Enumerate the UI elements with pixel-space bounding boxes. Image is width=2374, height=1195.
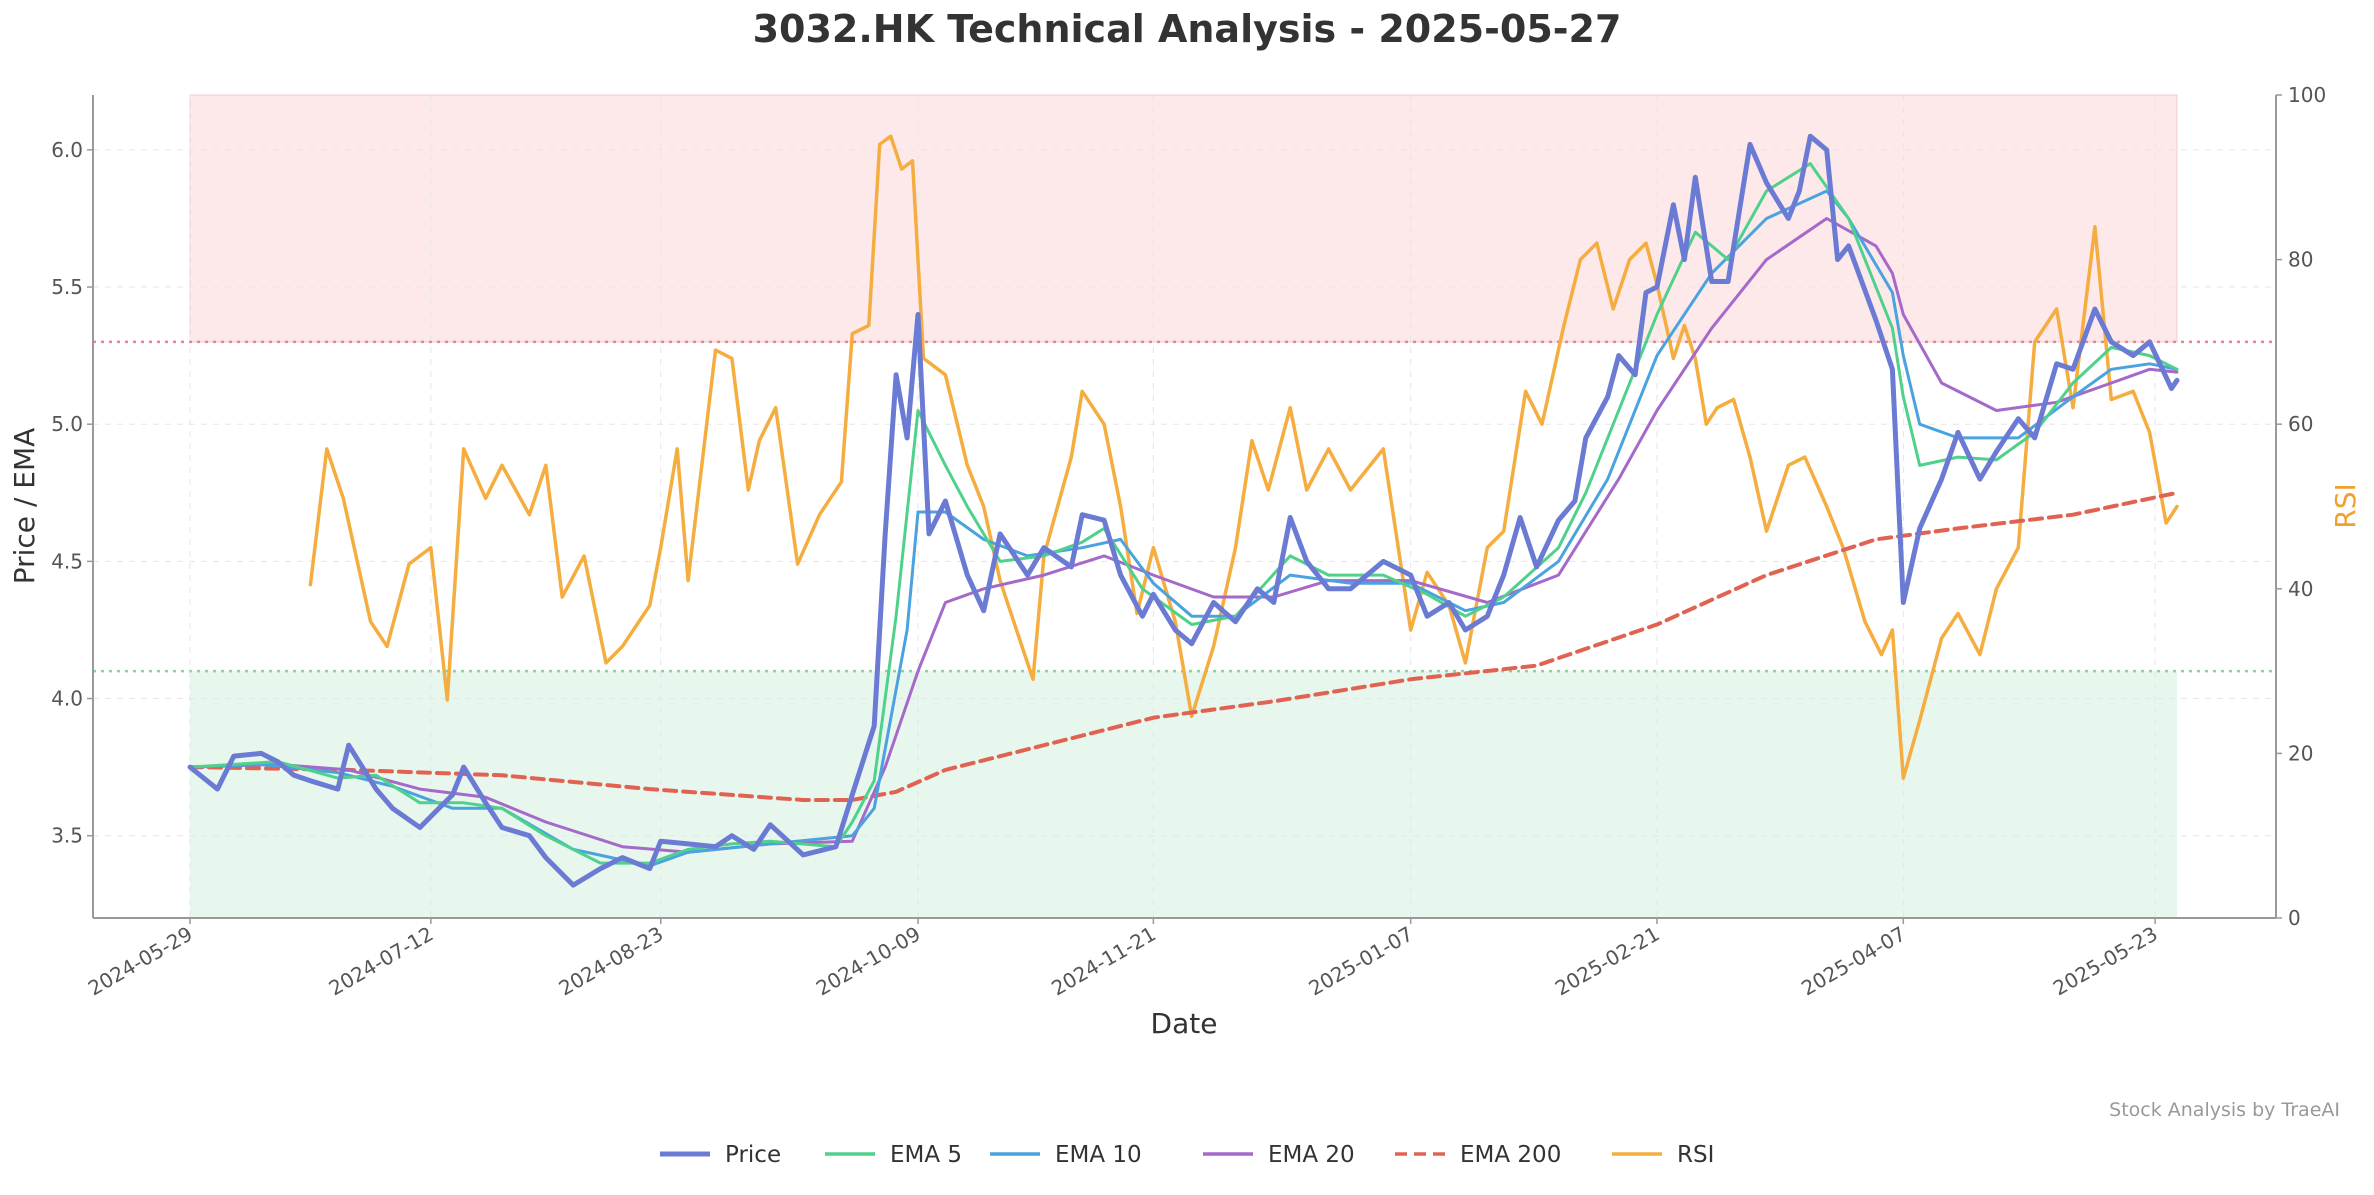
y2-tick-label: 40: [2288, 577, 2313, 601]
chart-title: 3032.HK Technical Analysis - 2025-05-27: [753, 7, 1622, 51]
oversold-zone: [190, 671, 2177, 918]
y-tick-label: 5.0: [51, 412, 83, 436]
x-tick-label: 2025-01-07: [1305, 922, 1418, 1001]
legend-label-ema20: EMA 20: [1268, 1142, 1355, 1168]
y2-tick-label: 80: [2288, 248, 2313, 272]
overbought-zone: [189, 94, 2178, 343]
legend-label-ema200: EMA 200: [1460, 1142, 1561, 1168]
legend-label-ema5: EMA 5: [890, 1142, 962, 1168]
legend-label-ema10: EMA 10: [1055, 1142, 1142, 1168]
x-tick-label: 2025-04-07: [1797, 922, 1910, 1001]
series-line-price: [187, 133, 2180, 888]
legend-label-price: Price: [725, 1142, 781, 1168]
x-tick-label: 2025-05-23: [2049, 922, 2162, 1001]
y-tick-label: 4.0: [51, 687, 83, 711]
y-tick-label: 5.5: [51, 275, 83, 299]
x-tick-label: 2024-08-23: [555, 922, 668, 1001]
y2-axis-label: RSI: [2329, 483, 2362, 529]
y2-tick-label: 20: [2288, 741, 2313, 765]
y2-tick-label: 60: [2288, 412, 2313, 436]
x-tick-label: 2024-05-29: [84, 922, 197, 1001]
y-axis-label: Price / EMA: [8, 428, 41, 585]
x-tick-label: 2024-11-21: [1047, 922, 1160, 1001]
x-axis-label: Date: [1151, 1007, 1218, 1040]
legend-label-rsi: RSI: [1677, 1142, 1714, 1168]
y-tick-label: 3.5: [51, 824, 83, 848]
x-tick-label: 2024-10-09: [812, 922, 925, 1001]
watermark: Stock Analysis by TraeAI: [2109, 1099, 2340, 1121]
series-line-ema5: [188, 162, 2179, 865]
y-tick-label: 4.5: [51, 549, 83, 573]
series-line-rsi: [308, 134, 2179, 780]
series-line-ema200: [188, 490, 2179, 802]
y-tick-label: 6.0: [51, 138, 83, 162]
x-tick-label: 2024-07-12: [325, 922, 438, 1001]
y2-tick-label: 0: [2288, 906, 2301, 930]
y2-tick-label: 100: [2288, 83, 2326, 107]
x-tick-label: 2025-02-21: [1551, 922, 1664, 1001]
